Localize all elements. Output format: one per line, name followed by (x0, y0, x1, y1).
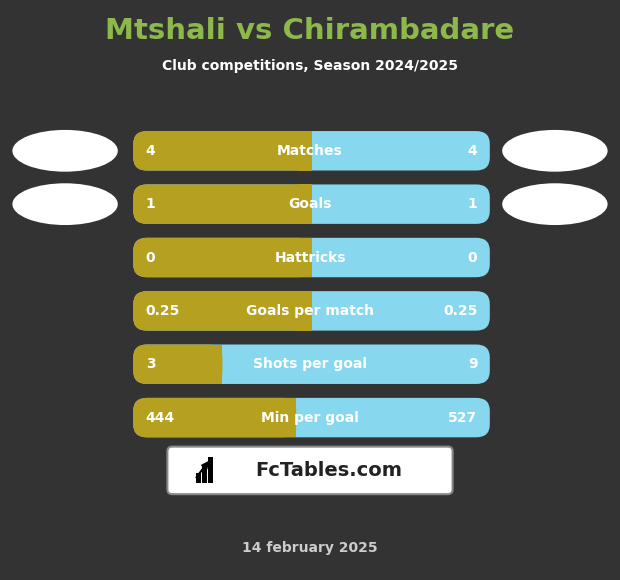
Text: Min per goal: Min per goal (261, 411, 359, 425)
Text: Mtshali vs Chirambadare: Mtshali vs Chirambadare (105, 17, 515, 45)
FancyBboxPatch shape (133, 291, 312, 331)
Bar (196, 473, 201, 484)
FancyBboxPatch shape (133, 238, 490, 277)
Text: 0.25: 0.25 (443, 304, 477, 318)
Ellipse shape (12, 183, 118, 225)
Text: Matches: Matches (277, 144, 343, 158)
FancyBboxPatch shape (133, 345, 490, 384)
Text: 1: 1 (146, 197, 156, 211)
Text: FcTables.com: FcTables.com (255, 461, 402, 480)
Ellipse shape (502, 183, 608, 225)
Text: 1: 1 (467, 197, 477, 211)
Text: 4: 4 (467, 144, 477, 158)
FancyBboxPatch shape (133, 184, 490, 224)
Bar (208, 457, 213, 484)
FancyBboxPatch shape (133, 345, 223, 384)
Bar (283, 398, 296, 437)
Ellipse shape (12, 130, 118, 172)
Ellipse shape (502, 130, 608, 172)
FancyBboxPatch shape (133, 131, 490, 171)
FancyBboxPatch shape (133, 398, 490, 437)
Text: 0: 0 (146, 251, 156, 264)
FancyBboxPatch shape (133, 184, 312, 224)
FancyBboxPatch shape (133, 131, 312, 171)
Text: Goals per match: Goals per match (246, 304, 374, 318)
Text: 4: 4 (146, 144, 156, 158)
FancyBboxPatch shape (133, 398, 296, 437)
FancyBboxPatch shape (133, 291, 490, 331)
Text: Shots per goal: Shots per goal (253, 357, 367, 371)
Bar (298, 184, 312, 224)
Text: 0: 0 (467, 251, 477, 264)
Text: Goals: Goals (288, 197, 332, 211)
Text: 14 february 2025: 14 february 2025 (242, 541, 378, 554)
Bar (298, 131, 312, 171)
FancyBboxPatch shape (167, 447, 453, 494)
Text: Hattricks: Hattricks (274, 251, 346, 264)
Text: 0.25: 0.25 (146, 304, 180, 318)
Text: 444: 444 (146, 411, 175, 425)
Text: 3: 3 (146, 357, 156, 371)
Bar (202, 465, 207, 484)
Text: 527: 527 (448, 411, 477, 425)
FancyBboxPatch shape (133, 238, 312, 277)
Bar (209, 345, 223, 384)
Text: 9: 9 (467, 357, 477, 371)
Bar (298, 238, 312, 277)
Bar (298, 291, 312, 331)
Text: Club competitions, Season 2024/2025: Club competitions, Season 2024/2025 (162, 59, 458, 73)
